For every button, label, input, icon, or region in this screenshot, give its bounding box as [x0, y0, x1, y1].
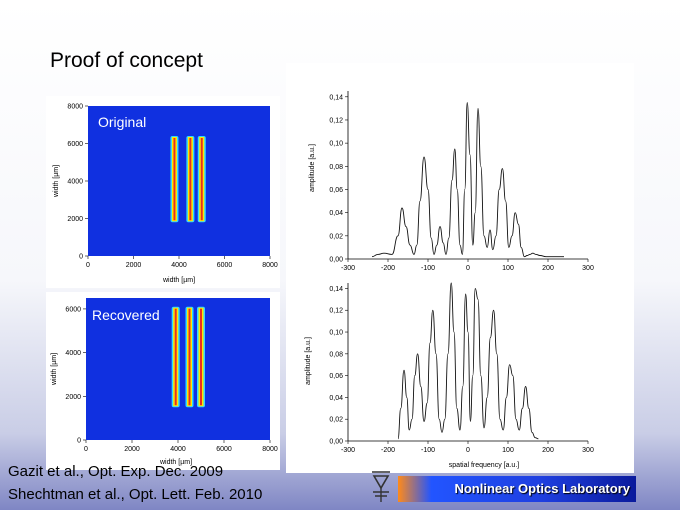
y-tick-label: 8000 — [67, 104, 83, 111]
y-tick-label: 2000 — [67, 216, 83, 223]
citation-2: Shechtman et al., Opt. Lett. Feb. 2010 — [8, 486, 263, 503]
spectrum-panel-bg — [286, 63, 634, 473]
x-tick-label: 0 — [466, 447, 470, 454]
y-tick-label: 0,06 — [329, 373, 343, 380]
recovered-image-chart: 0 2000 4000 6000 8000 0 2000 4000 6000 width [µ… — [46, 292, 280, 470]
y-tick-label: 6000 — [67, 141, 83, 148]
y-tick-label: 4000 — [65, 350, 81, 357]
y-tick-label: 0 — [77, 438, 81, 445]
y-tick-label: 0,10 — [329, 330, 343, 337]
y-tick-label: 0,14 — [329, 94, 343, 101]
x-tick-label: 6000 — [217, 262, 233, 269]
y-tick-label: 0,02 — [329, 417, 343, 424]
top-y-axis-label: amplitude [a.u.] — [309, 144, 316, 192]
y-tick-label: 0,10 — [329, 141, 343, 148]
y-tick-label: 0,12 — [329, 308, 343, 315]
original-image-chart: 0 2000 4000 6000 8000 0 2000 4000 6000 8000 widt… — [46, 96, 280, 288]
stripe-core — [174, 308, 177, 406]
amplitude-series-line — [397, 282, 539, 440]
stripe-core — [189, 138, 192, 221]
x-tick-label: 2000 — [126, 262, 142, 269]
x-tick-label: -300 — [341, 447, 355, 454]
x-tick-label: 4000 — [170, 446, 186, 453]
stripe-core — [200, 138, 203, 221]
x-tick-label: 100 — [502, 447, 514, 454]
y-tick-label: 0,14 — [329, 286, 343, 293]
x-tick-label: 4000 — [171, 262, 187, 269]
original-label: Original — [98, 114, 146, 130]
y-tick-label: 0,12 — [329, 117, 343, 124]
x-tick-label: 100 — [502, 265, 514, 272]
x-tick-label: 8000 — [262, 262, 278, 269]
x-tick-label: -100 — [421, 447, 435, 454]
spectrum-charts: 0,00 0,02 0,04 0,06 0,08 0,10 0,12 0,14 -300 -200… — [286, 63, 634, 473]
technion-logo-icon — [372, 471, 390, 502]
recovered-x-axis-label: width [µm] — [159, 459, 192, 466]
stripe-core — [188, 308, 191, 406]
y-tick-label: 0,06 — [329, 187, 343, 194]
y-tick-label: 6000 — [65, 306, 81, 313]
y-tick-label: 2000 — [65, 394, 81, 401]
recovered-y-axis-label: width [µm] — [51, 353, 58, 386]
x-tick-label: 300 — [582, 447, 594, 454]
y-tick-label: 0,04 — [329, 395, 343, 402]
recovered-label: Recovered — [92, 307, 160, 323]
x-tick-label: -200 — [381, 265, 395, 272]
original-y-axis-label: width [µm] — [53, 165, 60, 198]
citation-1: Gazit et al., Opt. Exp. Dec. 2009 — [8, 463, 224, 480]
slide-title: Proof of concept — [50, 49, 203, 72]
x-tick-label: 0 — [86, 262, 90, 269]
y-tick-label: 0,08 — [329, 164, 343, 171]
x-tick-label: 200 — [542, 447, 554, 454]
x-tick-label: -200 — [381, 447, 395, 454]
y-tick-label: 0,02 — [329, 233, 343, 240]
x-tick-label: -100 — [421, 265, 435, 272]
x-tick-label: 300 — [582, 265, 594, 272]
y-tick-label: 0,08 — [329, 351, 343, 358]
x-tick-label: 0 — [84, 446, 88, 453]
y-tick-label: 0,00 — [329, 439, 343, 446]
bottom-x-axis-label: spatial frequency [a.u.] — [449, 462, 519, 469]
y-tick-label: 0,00 — [329, 257, 343, 264]
x-tick-label: 200 — [542, 265, 554, 272]
original-heatmap-area — [88, 106, 270, 256]
x-tick-label: -300 — [341, 265, 355, 272]
y-tick-label: 0,04 — [329, 210, 343, 217]
stripe-core — [173, 138, 176, 221]
x-tick-label: 6000 — [216, 446, 232, 453]
x-tick-label: 8000 — [262, 446, 278, 453]
original-x-axis-label: width [µm] — [162, 277, 195, 284]
y-tick-label: 0 — [79, 254, 83, 261]
x-tick-label: 2000 — [124, 446, 140, 453]
stripe-core — [200, 308, 202, 406]
lab-banner: Nonlinear Optics Laboratory — [398, 476, 636, 502]
bottom-y-axis-label: amplitude [a.u.] — [305, 337, 312, 385]
amplitude-series-line — [371, 102, 564, 258]
x-tick-label: 0 — [466, 265, 470, 272]
y-tick-label: 4000 — [67, 179, 83, 186]
